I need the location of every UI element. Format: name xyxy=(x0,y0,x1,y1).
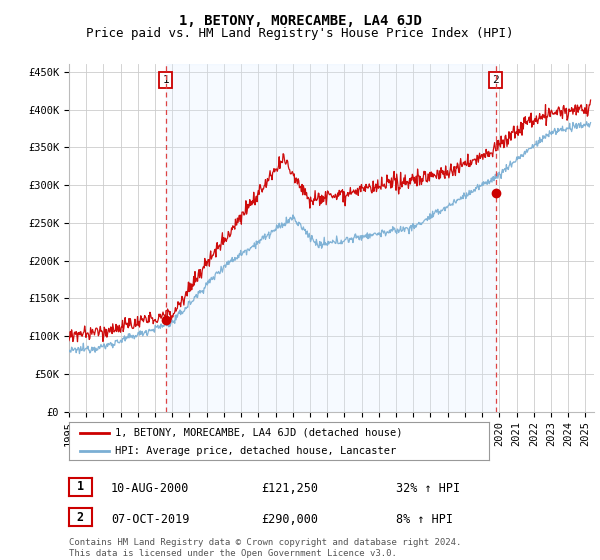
Text: 07-OCT-2019: 07-OCT-2019 xyxy=(111,512,190,526)
Text: £290,000: £290,000 xyxy=(261,512,318,526)
Text: Contains HM Land Registry data © Crown copyright and database right 2024.
This d: Contains HM Land Registry data © Crown c… xyxy=(69,538,461,558)
Text: 2: 2 xyxy=(77,511,84,524)
Text: 1, BETONY, MORECAMBE, LA4 6JD: 1, BETONY, MORECAMBE, LA4 6JD xyxy=(179,14,421,28)
Text: 1: 1 xyxy=(77,480,84,493)
Text: HPI: Average price, detached house, Lancaster: HPI: Average price, detached house, Lanc… xyxy=(115,446,397,456)
Text: 2: 2 xyxy=(492,75,499,85)
Text: Price paid vs. HM Land Registry's House Price Index (HPI): Price paid vs. HM Land Registry's House … xyxy=(86,27,514,40)
Text: 32% ↑ HPI: 32% ↑ HPI xyxy=(396,482,460,495)
Text: 10-AUG-2000: 10-AUG-2000 xyxy=(111,482,190,495)
Text: 1: 1 xyxy=(163,75,169,85)
Text: 1, BETONY, MORECAMBE, LA4 6JD (detached house): 1, BETONY, MORECAMBE, LA4 6JD (detached … xyxy=(115,428,403,438)
Bar xyxy=(166,64,496,412)
Text: 8% ↑ HPI: 8% ↑ HPI xyxy=(396,512,453,526)
Text: £121,250: £121,250 xyxy=(261,482,318,495)
